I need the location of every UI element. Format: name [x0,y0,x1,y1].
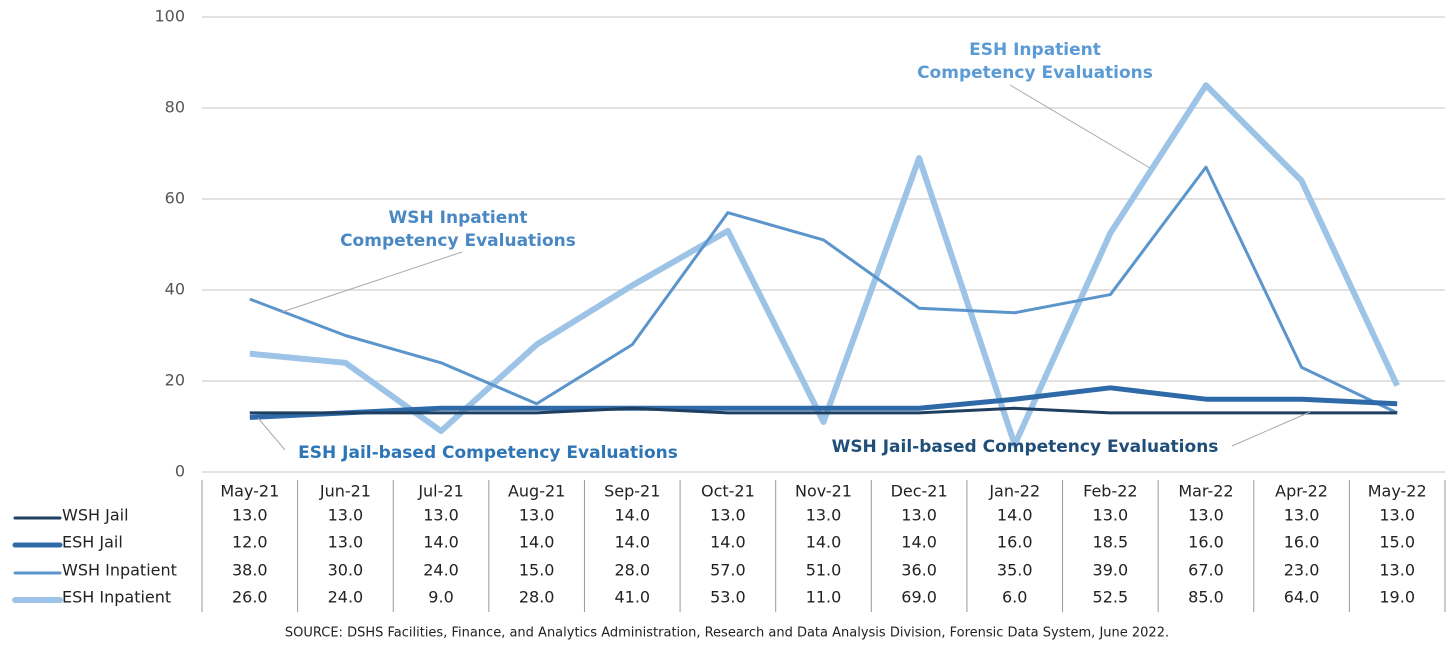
y-tick-label: 40 [165,280,185,299]
table-cell: 11.0 [806,588,842,607]
y-tick-label: 60 [165,189,185,208]
table-cell: 64.0 [1284,588,1320,607]
table-cell: 13.0 [328,533,364,552]
table-cell: 14.0 [614,506,650,525]
x-tick-label: Apr-22 [1275,482,1328,501]
table-cell: 13.0 [1093,506,1129,525]
table-cell: 13.0 [1379,506,1415,525]
table-cell: 13.0 [1379,561,1415,580]
series-line [249,165,1398,415]
table-cell: 38.0 [232,561,268,580]
annotation-leader [1009,84,1151,169]
table-cell: 30.0 [328,561,364,580]
table-cell: 6.0 [1002,588,1027,607]
table-cell: 13.0 [232,506,268,525]
annotation: Competency Evaluations [917,63,1153,83]
source: SOURCE: DSHS Facilities, Finance, and An… [285,626,1169,641]
table-cell: 13.0 [519,506,555,525]
table-cell: 13.0 [1284,506,1320,525]
table-cell: 26.0 [232,588,268,607]
x-tick-label: Jul-21 [417,482,463,501]
x-tick-label: Jan-22 [988,482,1040,501]
table-cell: 24.0 [328,588,364,607]
annotation: Competency Evaluations [340,231,576,251]
table-cell: 28.0 [614,561,650,580]
annotation-leader [281,251,463,313]
table-cell: 18.5 [1093,533,1129,552]
table-cell: 14.0 [806,533,842,552]
table-cell: 16.0 [1284,533,1320,552]
table-cell: 51.0 [806,561,842,580]
x-tick-label: Feb-22 [1083,482,1137,501]
table-cell: 15.0 [1379,533,1415,552]
legend-label: ESH Inpatient [62,588,171,607]
table-cell: 85.0 [1188,588,1224,607]
x-tick-label: Jun-21 [319,482,371,501]
table-cell: 41.0 [614,588,650,607]
table-cell: 14.0 [614,533,650,552]
annotation: WSH Inpatient [389,208,528,228]
table-cell: 13.0 [901,506,937,525]
annotation: ESH Jail-based Competency Evaluations [298,443,678,463]
table-cell: 69.0 [901,588,937,607]
y-tick-label: 20 [165,371,185,390]
series-line [249,385,1398,420]
x-tick-label: Nov-21 [795,482,852,501]
series-line [249,406,1398,415]
table-cell: 28.0 [519,588,555,607]
table-cell: 16.0 [997,533,1033,552]
x-tick-label: Sep-21 [604,482,660,501]
legend-label: ESH Jail [62,533,123,552]
table-cell: 24.0 [423,561,459,580]
table-cell: 13.0 [1188,506,1224,525]
table-cell: 57.0 [710,561,746,580]
x-tick-label: Oct-21 [701,482,755,501]
table-cell: 15.0 [519,561,555,580]
table-cell: 13.0 [710,506,746,525]
x-tick-label: Aug-21 [508,482,565,501]
table-cell: 12.0 [232,533,268,552]
table-cell: 35.0 [997,561,1033,580]
table-cell: 14.0 [423,533,459,552]
annotation: ESH Inpatient [969,40,1101,60]
annotation: WSH Jail-based Competency Evaluations [832,437,1219,457]
table-cell: 13.0 [423,506,459,525]
table-cell: 53.0 [710,588,746,607]
table-cell: 14.0 [710,533,746,552]
table-cell: 14.0 [519,533,555,552]
table-cell: 39.0 [1093,561,1129,580]
table-cell: 67.0 [1188,561,1224,580]
table-cell: 13.0 [806,506,842,525]
annotation-leader [1231,411,1311,447]
y-tick-label: 80 [165,98,185,117]
table-cell: 13.0 [328,506,364,525]
table-cell: 23.0 [1284,561,1320,580]
table-cell: 16.0 [1188,533,1224,552]
y-tick-label: 100 [154,7,185,26]
x-tick-label: Dec-21 [891,482,948,501]
legend-label: WSH Jail [62,506,129,525]
annotation-leader [257,417,286,451]
table-cell: 36.0 [901,561,937,580]
series-line [249,82,1400,448]
table-cell: 9.0 [428,588,453,607]
y-tick-label: 0 [175,462,185,481]
x-tick-label: Mar-22 [1178,482,1233,501]
x-tick-label: May-21 [220,482,279,501]
x-tick-label: May-22 [1368,482,1427,501]
table-cell: 52.5 [1093,588,1129,607]
table-cell: 19.0 [1379,588,1415,607]
legend-label: WSH Inpatient [62,561,177,580]
table-cell: 14.0 [901,533,937,552]
table-cell: 14.0 [997,506,1033,525]
